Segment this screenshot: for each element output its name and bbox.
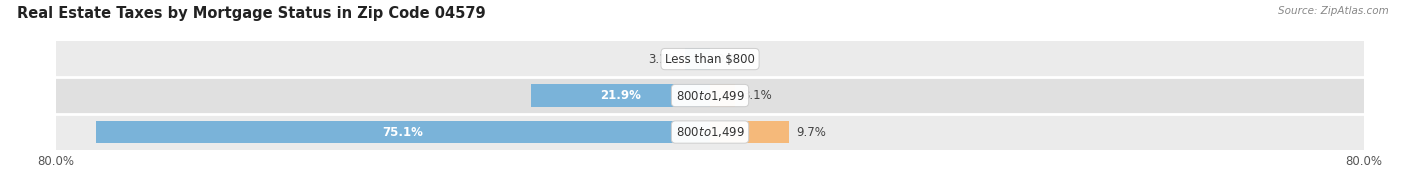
Bar [56,41,1364,77]
Text: Source: ZipAtlas.com: Source: ZipAtlas.com [1278,6,1389,16]
Text: 3.1%: 3.1% [742,89,772,102]
Text: $800 to $1,499: $800 to $1,499 [675,89,745,103]
Text: $800 to $1,499: $800 to $1,499 [675,125,745,139]
Text: 9.7%: 9.7% [796,126,825,138]
Bar [685,48,710,70]
Bar [531,84,710,107]
Text: Less than $800: Less than $800 [665,53,755,66]
Bar [710,84,735,107]
Text: 0.0%: 0.0% [717,53,747,66]
Bar [96,121,710,143]
Text: 75.1%: 75.1% [382,126,423,138]
Text: Real Estate Taxes by Mortgage Status in Zip Code 04579: Real Estate Taxes by Mortgage Status in … [17,6,485,21]
Text: 21.9%: 21.9% [600,89,641,102]
Bar [710,121,789,143]
Text: 3.1%: 3.1% [648,53,678,66]
Bar [56,77,1364,114]
Bar [56,114,1364,150]
